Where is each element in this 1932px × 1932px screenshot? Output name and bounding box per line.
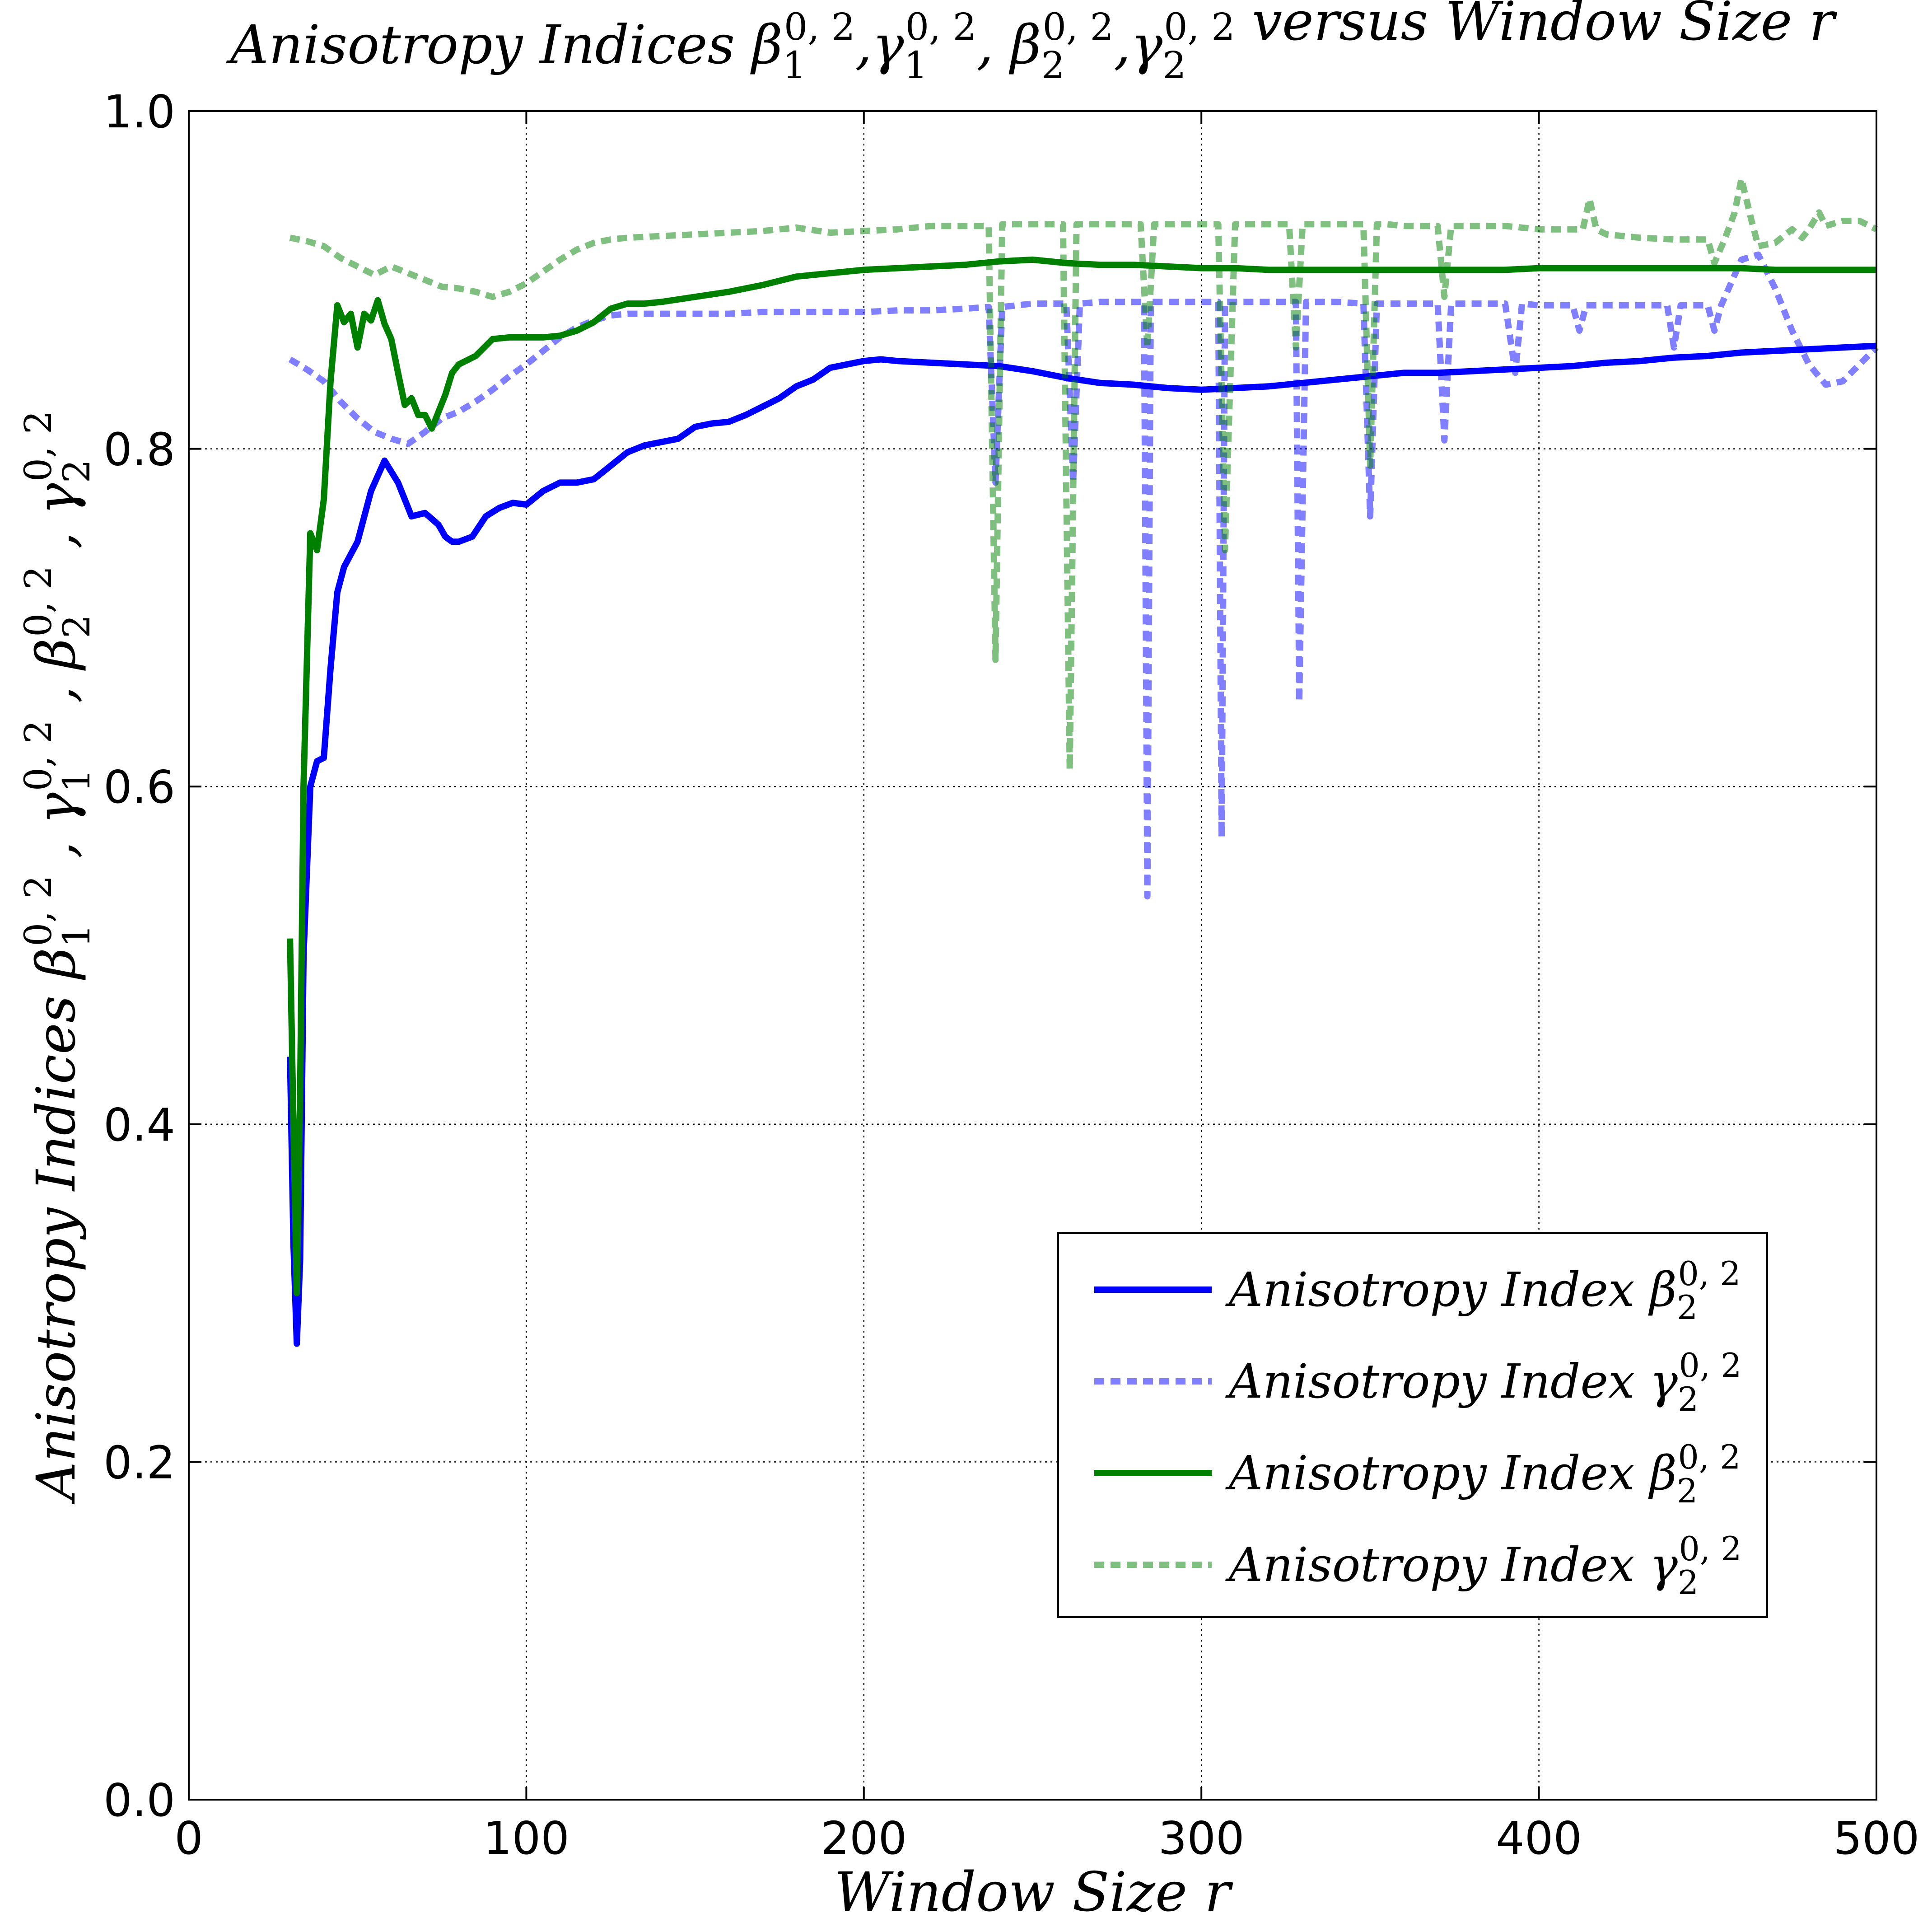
y-tick-label: 0.8 — [103, 423, 175, 476]
x-tick-label: 300 — [1158, 1812, 1245, 1865]
x-tick-label: 0 — [174, 1812, 203, 1865]
x-tick-label: 500 — [1834, 1812, 1920, 1865]
series-line-4 — [289, 175, 1878, 773]
chart-title: Anisotropy Indices β10, 2,γ10, 2, β20, 2… — [226, 0, 1838, 87]
y-tick-label: 1.0 — [103, 85, 175, 138]
y-tick-label: 0.0 — [103, 1774, 175, 1827]
legend-label-3: Anisotropy Index β20, 2 — [1225, 1438, 1741, 1511]
x-tick-label: 200 — [821, 1812, 907, 1865]
legend-label-2: Anisotropy Index γ20, 2 — [1225, 1347, 1741, 1419]
x-tick-label: 400 — [1496, 1812, 1582, 1865]
x-tick-label: 100 — [483, 1812, 569, 1865]
y-axis-label: Anisotropy Indices β10, 2 , γ10, 2 , β20… — [17, 411, 98, 1505]
plot-frame — [188, 110, 1877, 1801]
legend-label-4: Anisotropy Index γ20, 2 — [1225, 1530, 1741, 1602]
legend-box — [1057, 1232, 1768, 1618]
series-line-2 — [288, 251, 1879, 900]
series-lines — [287, 175, 1879, 1347]
legend-label-1: Anisotropy Index β20, 2 — [1225, 1255, 1741, 1327]
y-tick-label: 0.2 — [103, 1436, 175, 1489]
legend: Anisotropy Index β20, 2 Anisotropy Index … — [1057, 1232, 1768, 1618]
y-tick-label: 0.4 — [103, 1099, 175, 1151]
y-tick-label: 0.6 — [103, 761, 175, 814]
axis-labels: 0 100 200 300 400 500 0.0 0.2 0.4 0.6 0.8 1.0 — [103, 85, 1919, 1865]
x-axis-label: Window Size r — [834, 1861, 1233, 1924]
axis-ticks — [188, 110, 1877, 1801]
